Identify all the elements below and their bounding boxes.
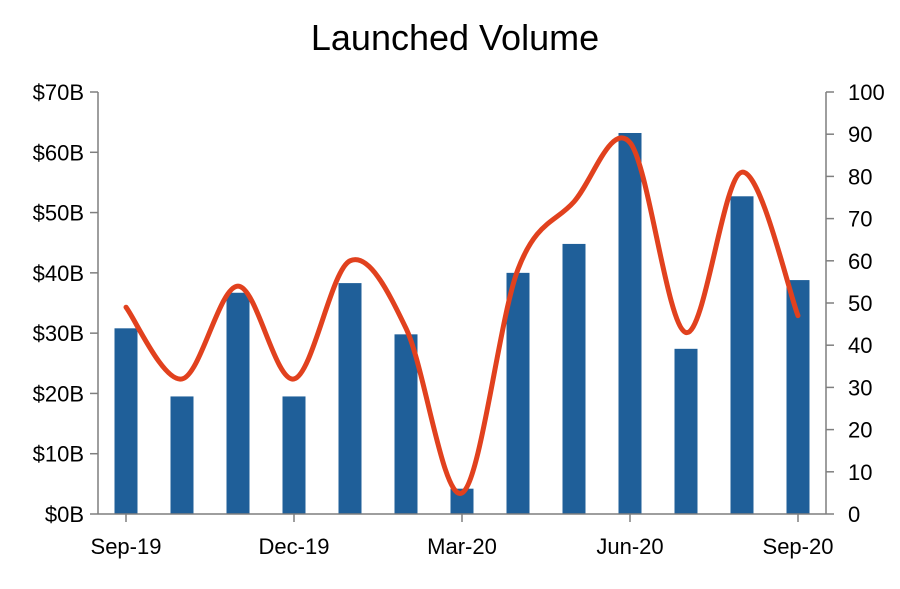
line-series bbox=[123, 135, 801, 496]
left-tick-label: $50B bbox=[33, 201, 84, 226]
chart-title: Launched Volume bbox=[311, 17, 599, 58]
x-tick-label: Sep-20 bbox=[763, 534, 834, 559]
right-tick-label: 80 bbox=[848, 164, 872, 189]
left-tick-label: $70B bbox=[33, 80, 84, 105]
left-tick-label: $40B bbox=[33, 261, 84, 286]
right-tick-label: 40 bbox=[848, 333, 872, 358]
line-path bbox=[123, 135, 801, 496]
bar-aug-20 bbox=[730, 196, 754, 514]
x-tick-label: Mar-20 bbox=[427, 534, 497, 559]
left-tick-label: $60B bbox=[33, 140, 84, 165]
right-tick-label: 20 bbox=[848, 418, 872, 443]
bar-nov-19 bbox=[226, 292, 250, 514]
left-tick-label: $0B bbox=[45, 502, 84, 527]
right-tick-label: 10 bbox=[848, 460, 872, 485]
right-tick-label: 90 bbox=[848, 122, 872, 147]
bar-sep-20 bbox=[786, 280, 810, 514]
right-tick-label: 30 bbox=[848, 375, 872, 400]
right-tick-label: 50 bbox=[848, 291, 872, 316]
right-tick-label: 70 bbox=[848, 207, 872, 232]
bar-jul-20 bbox=[674, 348, 698, 514]
bar-jun-20 bbox=[618, 132, 642, 514]
left-tick-label: $10B bbox=[33, 442, 84, 467]
bar-apr-20 bbox=[506, 272, 530, 514]
x-tick-label: Sep-19 bbox=[91, 534, 162, 559]
bar-feb-20 bbox=[394, 334, 418, 514]
right-tick-label: 100 bbox=[848, 80, 885, 105]
bar-dec-19 bbox=[282, 396, 306, 514]
bar-sep-19 bbox=[114, 328, 138, 514]
left-tick-label: $20B bbox=[33, 381, 84, 406]
bar-may-20 bbox=[562, 243, 586, 515]
x-tick-label: Jun-20 bbox=[596, 534, 663, 559]
right-tick-label: 0 bbox=[848, 502, 860, 527]
left-tick-label: $30B bbox=[33, 321, 84, 346]
bar-jan-20 bbox=[338, 283, 362, 514]
bar-mar-20 bbox=[450, 488, 474, 514]
x-tick-label: Dec-19 bbox=[259, 534, 330, 559]
right-tick-label: 60 bbox=[848, 249, 872, 274]
axes: $0B $10B $20B $30B $40B $50B $60B $70B 0 10 20 30 40… bbox=[33, 80, 885, 559]
bar-series bbox=[114, 132, 810, 515]
bar-oct-19 bbox=[170, 396, 194, 514]
